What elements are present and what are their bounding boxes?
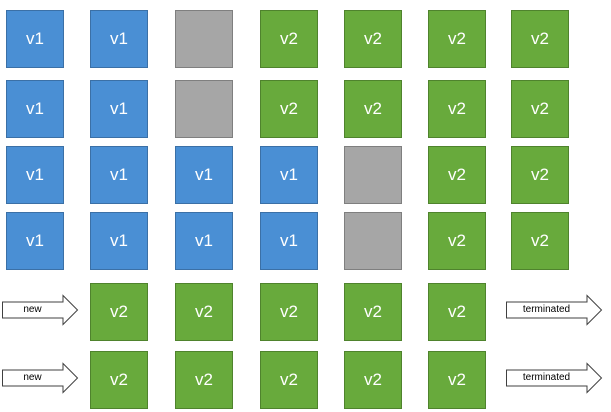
new-arrow-icon [2, 294, 79, 326]
v2-cell: v2 [260, 10, 318, 68]
v2-cell: v2 [175, 283, 233, 341]
v1-cell: v1 [175, 212, 233, 270]
v2-cell: v2 [344, 283, 402, 341]
v2-cell: v2 [511, 10, 569, 68]
terminated-arrow-icon [506, 294, 603, 326]
v1-cell: v1 [6, 212, 64, 270]
new-arrow-label: new [23, 372, 42, 383]
v2-cell: v2 [511, 80, 569, 138]
v2-cell: v2 [428, 10, 486, 68]
terminated-arrow-label: terminated [522, 372, 571, 383]
v2-cell: v2 [428, 283, 486, 341]
empty-cell [175, 10, 233, 68]
v2-cell: v2 [511, 212, 569, 270]
v1-cell: v1 [6, 80, 64, 138]
v2-cell: v2 [344, 351, 402, 409]
v2-cell: v2 [260, 351, 318, 409]
v1-cell: v1 [90, 80, 148, 138]
v1-cell: v1 [6, 146, 64, 204]
v2-cell: v2 [90, 351, 148, 409]
v2-cell: v2 [428, 146, 486, 204]
new-arrow-icon [2, 362, 79, 394]
v2-cell: v2 [344, 80, 402, 138]
empty-cell [344, 212, 402, 270]
v2-cell: v2 [344, 10, 402, 68]
v1-cell: v1 [90, 212, 148, 270]
v2-cell: v2 [428, 212, 486, 270]
v1-cell: v1 [90, 10, 148, 68]
terminated-arrow-label: terminated [522, 304, 571, 315]
new-arrow-label: new [23, 304, 42, 315]
v1-cell: v1 [175, 146, 233, 204]
v1-cell: v1 [260, 212, 318, 270]
v2-cell: v2 [511, 146, 569, 204]
v1-cell: v1 [6, 10, 64, 68]
empty-cell [175, 80, 233, 138]
v2-cell: v2 [260, 283, 318, 341]
v1-cell: v1 [260, 146, 318, 204]
v2-cell: v2 [90, 283, 148, 341]
v2-cell: v2 [428, 80, 486, 138]
v2-cell: v2 [175, 351, 233, 409]
v2-cell: v2 [260, 80, 318, 138]
empty-cell [344, 146, 402, 204]
v2-cell: v2 [428, 351, 486, 409]
terminated-arrow-icon [506, 362, 603, 394]
v1-cell: v1 [90, 146, 148, 204]
